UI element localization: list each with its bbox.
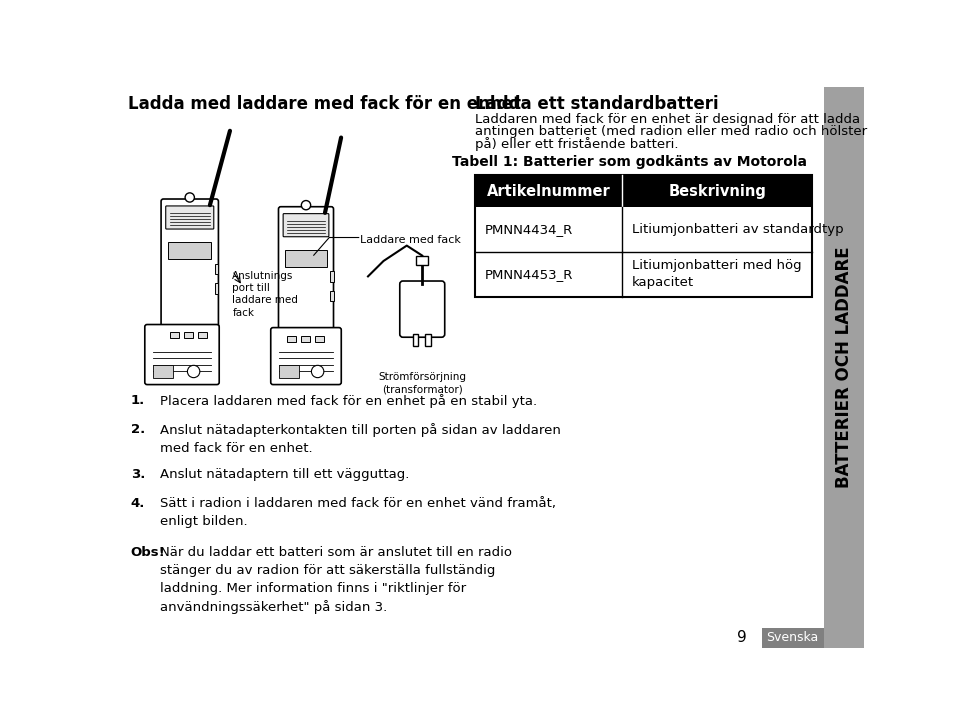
Bar [214, 264, 219, 274]
Bar [301, 336, 310, 342]
Text: Beskrivning: Beskrivning [668, 183, 766, 199]
Bar [168, 242, 211, 259]
Text: Litiumjonbatteri av standardtyp: Litiumjonbatteri av standardtyp [632, 223, 843, 237]
Text: 4.: 4. [131, 497, 145, 510]
Text: Ladda med laddare med fack för en enhet: Ladda med laddare med fack för en enhet [128, 95, 520, 113]
Text: Svenska: Svenska [767, 631, 819, 644]
Text: Ladda ett standardbatteri: Ladda ett standardbatteri [475, 95, 719, 113]
Bar [287, 336, 297, 342]
Bar [315, 336, 324, 342]
Bar [329, 290, 333, 301]
Text: Laddare med fack: Laddare med fack [360, 235, 461, 245]
Text: Placera laddaren med fack för en enhet på en stabil yta.: Placera laddaren med fack för en enhet p… [160, 394, 538, 408]
Text: Obs!: Obs! [131, 545, 165, 558]
Bar [214, 283, 219, 293]
Text: Artikelnummer: Artikelnummer [487, 183, 611, 199]
Bar [824, 87, 864, 648]
Circle shape [301, 200, 311, 210]
Circle shape [187, 365, 200, 378]
Circle shape [311, 365, 324, 378]
Text: PMNN4434_R: PMNN4434_R [484, 223, 572, 237]
FancyBboxPatch shape [271, 328, 341, 384]
Bar [475, 175, 812, 207]
Text: Anslutnings
port till
laddare med
fack: Anslutnings port till laddare med fack [232, 271, 299, 318]
Text: Sätt i radion i laddaren med fack för en enhet vänd framåt,
enligt bilden.: Sätt i radion i laddaren med fack för en… [160, 497, 556, 528]
Text: Strömförsörjning
(transformator): Strömförsörjning (transformator) [378, 372, 467, 395]
Text: 9: 9 [737, 630, 747, 646]
Bar [198, 332, 206, 339]
Text: Anslut nätadapterkontakten till porten på sidan av laddaren
med fack för en enhe: Anslut nätadapterkontakten till porten p… [160, 423, 562, 455]
Bar [413, 334, 419, 347]
Text: BATTERIER OCH LADDARE: BATTERIER OCH LADDARE [835, 247, 852, 488]
Text: 1.: 1. [131, 394, 145, 407]
FancyBboxPatch shape [278, 207, 333, 354]
Bar [285, 250, 326, 266]
Bar [425, 334, 431, 347]
Text: Anslut nätadaptern till ett vägguttag.: Anslut nätadaptern till ett vägguttag. [160, 467, 410, 480]
Bar [279, 365, 299, 379]
Text: antingen batteriet (med radion eller med radio och hölster: antingen batteriet (med radion eller med… [475, 125, 867, 138]
Bar [329, 272, 333, 282]
Bar [475, 175, 812, 297]
Bar [416, 256, 428, 265]
Bar [170, 332, 179, 339]
FancyBboxPatch shape [283, 213, 329, 237]
Text: 2.: 2. [131, 423, 145, 436]
FancyBboxPatch shape [166, 206, 214, 229]
Text: PMNN4453_R: PMNN4453_R [484, 268, 572, 281]
FancyBboxPatch shape [161, 199, 219, 350]
Text: 3.: 3. [131, 467, 145, 480]
Text: När du laddar ett batteri som är anslutet till en radio
stänger du av radion för: När du laddar ett batteri som är anslute… [160, 545, 513, 614]
FancyBboxPatch shape [399, 281, 444, 337]
Text: Litiumjonbatteri med hög
kapacitet: Litiumjonbatteri med hög kapacitet [632, 259, 802, 290]
Text: på) eller ett fristående batteri.: på) eller ett fristående batteri. [475, 138, 679, 151]
Circle shape [185, 193, 194, 202]
Text: Laddaren med fack för en enhet är designad för att ladda: Laddaren med fack för en enhet är design… [475, 113, 860, 126]
FancyBboxPatch shape [145, 325, 219, 384]
Bar [761, 628, 824, 648]
Bar [154, 365, 173, 379]
Text: Tabell 1: Batterier som godkänts av Motorola: Tabell 1: Batterier som godkänts av Moto… [452, 155, 807, 169]
Bar [183, 332, 193, 339]
